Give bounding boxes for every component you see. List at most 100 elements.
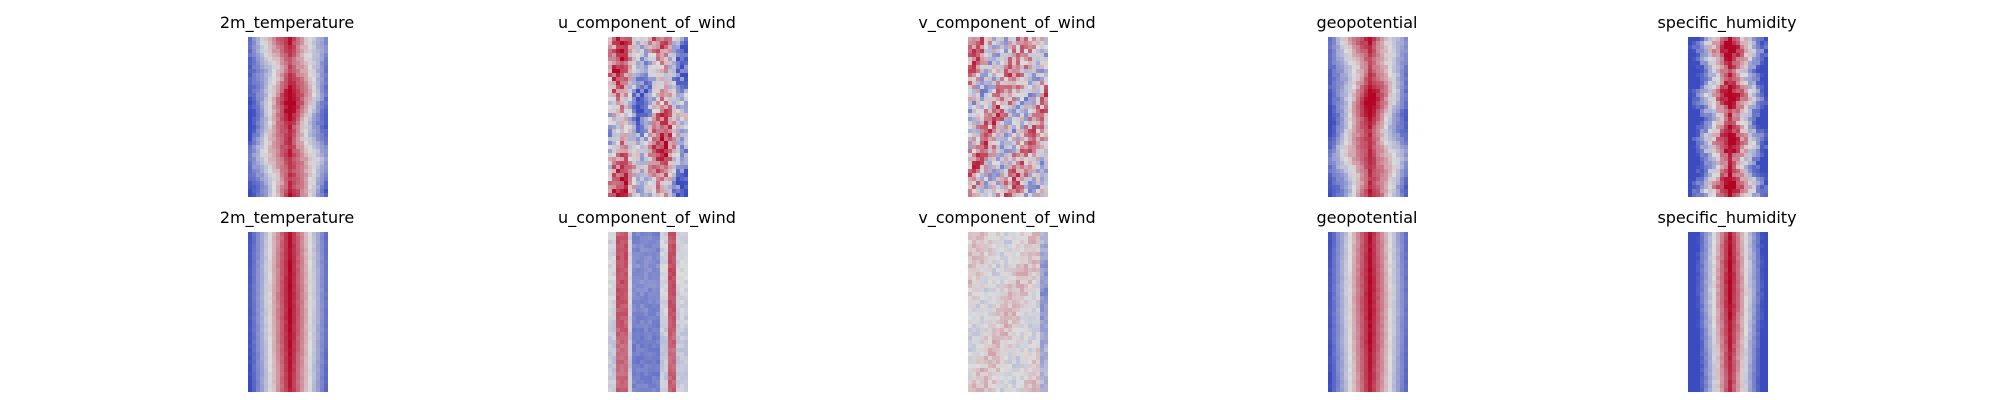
heatmap-cell [1360, 53, 1365, 58]
heatmap-cell [1688, 93, 1693, 98]
heatmap-cell [1032, 125, 1037, 130]
heatmap-cell [1024, 81, 1029, 86]
heatmap-cell [980, 37, 985, 42]
heatmap-cell [668, 37, 673, 42]
heatmap-cell [1388, 53, 1393, 58]
heatmap-cell [1720, 117, 1725, 122]
heatmap-cell [256, 256, 261, 261]
heatmap-cell [1740, 181, 1745, 186]
heatmap-cell [288, 332, 293, 337]
heatmap-cell [644, 41, 649, 46]
heatmap-cell [1712, 133, 1717, 138]
heatmap-cell [252, 141, 257, 146]
heatmap-cell [276, 308, 281, 313]
heatmap-cell [1716, 57, 1721, 62]
heatmap-cell [684, 101, 688, 106]
heatmap-cell [304, 316, 309, 321]
heatmap-cell [1372, 113, 1377, 118]
heatmap-cell [1012, 53, 1017, 58]
heatmap-cell [984, 97, 989, 102]
heatmap-cell [976, 73, 981, 78]
heatmap-cell [248, 113, 253, 118]
heatmap-cell [1760, 109, 1765, 114]
heatmap-cell [316, 149, 321, 154]
heatmap-cell [252, 248, 257, 253]
heatmap-cell [1356, 113, 1361, 118]
heatmap-cell [1732, 97, 1737, 102]
heatmap-cell [296, 89, 301, 94]
heatmap-cell [1384, 161, 1389, 166]
heatmap-cell [252, 304, 257, 309]
heatmap-cell [1008, 37, 1013, 42]
heatmap-cell [668, 232, 673, 237]
heatmap-cell [1404, 49, 1408, 54]
heatmap-cell [276, 121, 281, 126]
heatmap-cell [276, 69, 281, 74]
heatmap-cell [624, 264, 629, 269]
heatmap-cell [248, 384, 253, 389]
heatmap-cell [996, 101, 1001, 106]
heatmap-cell [672, 69, 677, 74]
heatmap-cell [612, 69, 617, 74]
heatmap-cell [324, 232, 328, 237]
heatmap-cell [628, 157, 633, 162]
heatmap-cell [1396, 181, 1401, 186]
heatmap-cell [1388, 37, 1393, 42]
heatmap-cell [272, 248, 277, 253]
heatmap-cell [608, 165, 613, 170]
heatmap-cell [976, 129, 981, 134]
heatmap-cell [980, 157, 985, 162]
heatmap-cell [316, 304, 321, 309]
heatmap-cell [1396, 53, 1401, 58]
heatmap-cell [304, 260, 309, 265]
heatmap-cell [288, 153, 293, 158]
heatmap-cell [276, 372, 281, 377]
heatmap-cell [1724, 189, 1729, 194]
heatmap-cell [252, 133, 257, 138]
heatmap-cell [996, 73, 1001, 78]
heatmap-cell [1044, 129, 1048, 134]
heatmap-cell [672, 185, 677, 190]
heatmap-cell [1340, 165, 1345, 170]
heatmap-cell [1384, 165, 1389, 170]
heatmap-cell [272, 73, 277, 78]
heatmap-cell [296, 256, 301, 261]
heatmap-cell [1392, 149, 1397, 154]
heatmap-cell [1032, 89, 1037, 94]
heatmap-cell [284, 280, 289, 285]
heatmap-cell [1760, 53, 1765, 58]
heatmap-cell [620, 252, 625, 257]
heatmap-cell [1744, 53, 1749, 58]
heatmap-cell [980, 97, 985, 102]
heatmap-cell [680, 41, 685, 46]
heatmap-cell [292, 61, 297, 66]
heatmap-cell [988, 85, 993, 90]
heatmap-cell [280, 117, 285, 122]
heatmap-cell [632, 125, 637, 130]
heatmap-cell [984, 109, 989, 114]
heatmap-cell [1044, 97, 1048, 102]
heatmap-cell [296, 77, 301, 82]
heatmap-cell [1696, 41, 1701, 46]
heatmap-cell [680, 232, 685, 237]
heatmap-cell [1000, 173, 1005, 178]
heatmap-cell [1764, 165, 1768, 170]
heatmap-cell [632, 129, 637, 134]
heatmap-cell [264, 77, 269, 82]
heatmap-cell [272, 93, 277, 98]
heatmap-cell [280, 157, 285, 162]
heatmap-cell [1036, 145, 1041, 150]
heatmap-cell [1364, 145, 1369, 150]
heatmap-cell [672, 133, 677, 138]
heatmap-cell [1328, 189, 1333, 194]
heatmap-cell [1388, 57, 1393, 62]
heatmap-cell [664, 177, 669, 182]
heatmap-cell [256, 324, 261, 329]
heatmap-cell [644, 81, 649, 86]
heatmap-cell [252, 93, 257, 98]
heatmap-cell [1700, 181, 1705, 186]
heatmap-cell [256, 300, 261, 305]
heatmap-cell [648, 125, 653, 130]
heatmap-cell [248, 85, 253, 90]
heatmap-cell [1360, 109, 1365, 114]
